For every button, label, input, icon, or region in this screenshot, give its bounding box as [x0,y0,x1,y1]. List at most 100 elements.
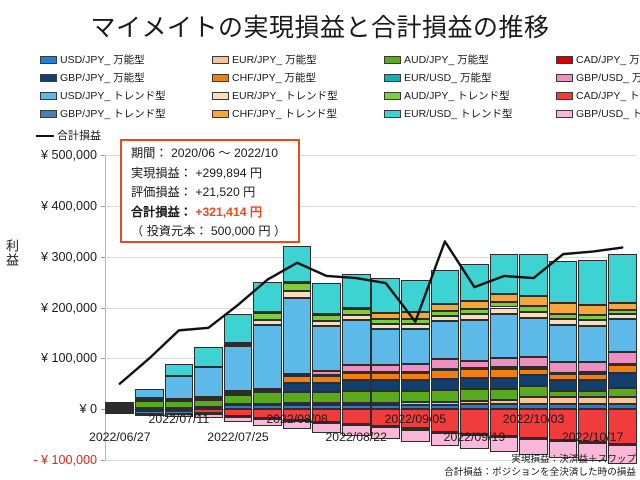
infobox-realized-row: 実現損益： +299,894 円 [131,164,291,184]
bar-segment [489,388,519,400]
plot-area [101,155,637,465]
bar-column [430,155,460,460]
bar-segment [548,313,578,319]
bar-segment [519,403,548,410]
bar-segment [371,404,401,410]
bar-segment [548,324,578,363]
bar-segment [194,409,223,414]
bar-segment [105,410,135,413]
bar-segment [578,403,607,410]
legend-label: GBP/USD_ 万能型 [576,72,640,84]
bar-segment [341,364,371,373]
legend-item: EUR/JPY_ 万能型 [212,52,384,68]
bar-segment [460,367,489,370]
bar-segment [134,400,164,403]
bar-segment [607,310,637,315]
bar-segment [371,409,401,427]
bar-segment [548,397,578,404]
infobox-valuation-value: +21,520 円 [195,185,256,199]
legend-label: GBP/USD_ トレンド型 [576,108,640,120]
y-axis-tickmark [101,256,105,258]
bar-segment [548,260,578,304]
x-axis-tick-label: 2022/09/19 [443,430,506,444]
bar-segment [134,407,164,410]
bar-segment [548,303,578,314]
bar-segment [578,442,607,461]
legend-label: CAD/JPY_ トレンド型 [576,90,640,102]
legend-swatch-icon [556,56,573,64]
bar-column [400,155,430,460]
bar-segment [607,314,637,320]
bar-column [223,155,253,460]
bar-segment [341,425,371,436]
bar-segment [519,317,548,358]
bar-segment [548,372,578,375]
bar-segment [489,358,519,368]
bar-segment [282,382,312,392]
legend-item-total-pl: 合計損益 [36,131,101,142]
y-axis-tickmark [101,155,105,156]
bar-column [341,155,371,460]
bar-segment [134,388,164,398]
bar-segment [519,357,548,368]
bar-segment [164,411,194,415]
bar-segment [489,404,519,410]
x-axis-tick-label: 2022/09/05 [384,412,447,426]
bar-segment [223,345,253,392]
gridline [105,358,637,360]
legend-swatch-icon [212,56,229,64]
bar-segment [430,358,460,369]
bar-segment [164,399,194,401]
bar-segment [607,319,637,352]
bar-segment [400,390,430,403]
bar-segment [371,329,401,365]
y-axis-tickmark [101,358,105,360]
bar-segment [460,309,489,315]
y-axis-tick-label: ¥ 0 [79,402,97,417]
bar-segment [460,434,489,449]
bar-segment [578,315,607,321]
infobox-total-label: 合計損益： [131,204,192,219]
y-axis-tickmark [101,307,105,309]
infobox-period-value: 2020/06 ～ 2022/10 [170,146,279,160]
bar-segment [578,320,607,327]
y-axis-tickmark [101,409,105,411]
bar-segment [578,379,607,391]
bar-segment [134,411,164,415]
infobox-realized-label: 実現損益： [131,165,192,180]
bar-segment [134,409,164,412]
bar-segment [607,351,637,364]
bar-segment [194,414,223,419]
x-axis-tick-label: 2022/10/17 [561,430,624,444]
bar-column [282,155,312,460]
bar-segment [489,307,519,314]
legend-item: CAD/JPY_ 万能型 [556,52,640,68]
legend-item: CAD/JPY_ トレンド型 [556,88,640,104]
legend-label: EUR/USD_ トレンド型 [404,108,513,120]
bar-segment [578,326,607,362]
bar-segment [430,321,460,359]
bar-segment [400,402,430,405]
total-pl-polyline [118,240,624,385]
legend-swatch-icon [212,110,229,118]
bar-segment [607,365,637,373]
bar-segment [607,444,637,465]
bar-segment [312,382,341,392]
bar-segment [400,328,430,365]
bar-segment [519,386,548,398]
bar-segment [400,429,430,442]
zero-line [105,409,637,411]
x-axis-tick-label: 2022/07/25 [207,430,269,444]
bar-segment [548,391,578,398]
legend-label: CAD/JPY_ 万能型 [576,54,640,66]
legend-swatch-icon [384,92,401,100]
bar-segment [371,391,401,403]
bar-segment [282,409,312,421]
y-axis-title: 利益 [4,239,19,267]
y-axis-tick-label: ¥ 200,000 [40,300,97,315]
bar-column [607,155,637,465]
bar-segment [607,409,637,444]
bar-segment [134,397,164,400]
total-pl-line [118,240,624,385]
infobox-total-row: 合計損益： +321,414 円 [131,203,291,223]
